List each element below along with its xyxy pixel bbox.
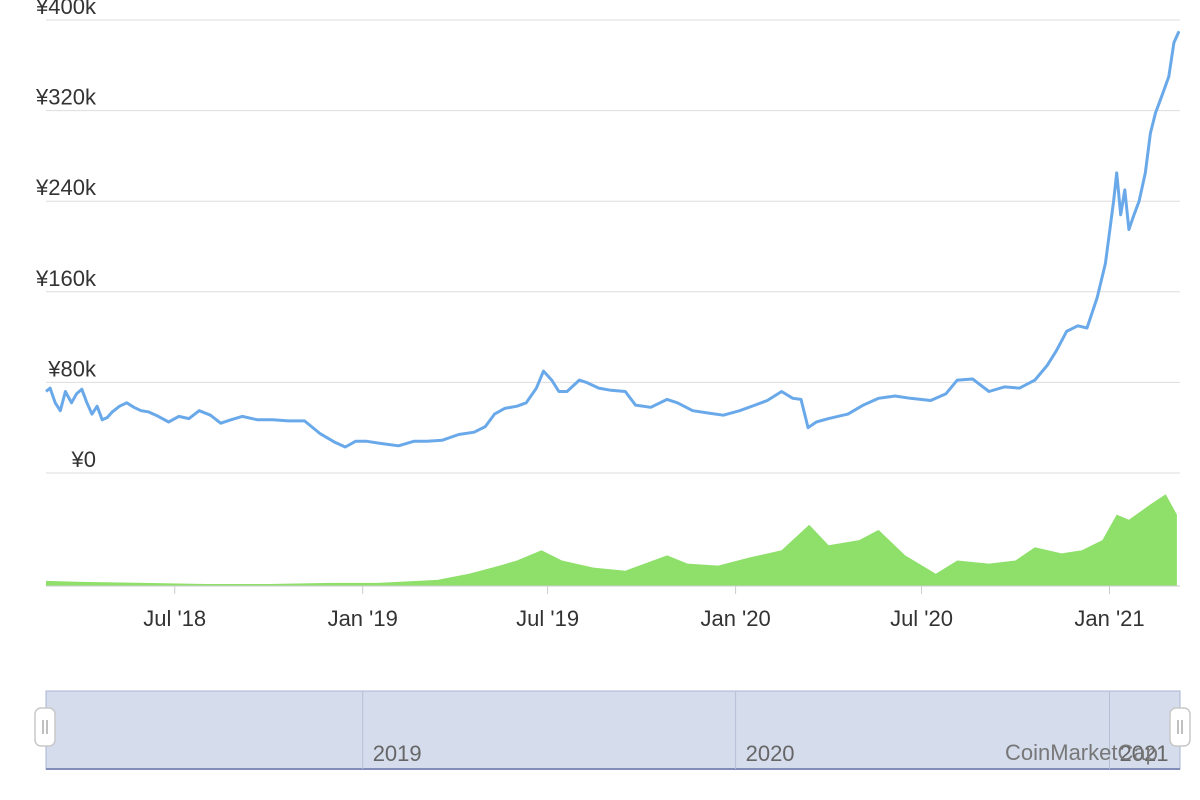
x-tick-label: Jan '20: [700, 606, 770, 631]
price-grid: [46, 19, 1180, 474]
x-tick-label: Jan '19: [328, 606, 398, 631]
x-tick-label: Jul '18: [143, 606, 206, 631]
navigator-right-handle[interactable]: [1169, 707, 1191, 747]
navigator-year-label: 2019: [373, 741, 422, 766]
y-tick-label: ¥320k: [35, 85, 97, 110]
y-tick-label: ¥0: [71, 447, 96, 472]
navigator-selection[interactable]: [45, 690, 1181, 770]
price-series: [45, 30, 1181, 449]
y-tick-label: ¥160k: [35, 266, 97, 291]
range-navigator[interactable]: 2019 2020 2021 CoinMarketCap: [34, 690, 1191, 770]
volume-area: [46, 494, 1177, 586]
navigator-year-labels: 2019 2020 2021: [362, 691, 1169, 769]
price-line: [45, 30, 1181, 449]
coinmarketcap-watermark: CoinMarketCap: [1005, 740, 1158, 765]
volume-chart: [46, 494, 1180, 587]
y-tick-label: ¥400k: [35, 0, 97, 19]
navigator-year-label: 2021: [1120, 741, 1169, 766]
y-tick-label: ¥80k: [47, 356, 97, 381]
price-axis: ¥0 ¥80k ¥160k ¥240k ¥320k ¥400k: [35, 0, 97, 472]
x-tick-label: Jul '19: [516, 606, 579, 631]
navigator-year-label: 2020: [746, 741, 795, 766]
x-tick-label: Jan '21: [1074, 606, 1144, 631]
date-axis: Jul '18 Jan '19 Jul '19 Jan '20 Jul '20 Jan '…: [143, 586, 1145, 631]
x-tick-label: Jul '20: [890, 606, 953, 631]
y-tick-label: ¥240k: [35, 175, 97, 200]
navigator-left-handle[interactable]: [34, 707, 56, 747]
